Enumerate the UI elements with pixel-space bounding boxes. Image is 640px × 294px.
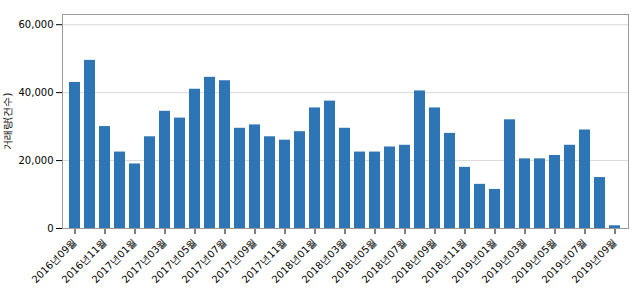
svg-text:2018년07월: 2018년07월 — [359, 236, 409, 286]
svg-text:2019년05월: 2019년05월 — [509, 236, 559, 286]
svg-text:2018년05월: 2018년05월 — [329, 236, 379, 286]
svg-text:2018년11월: 2018년11월 — [419, 236, 469, 286]
svg-text:20,000: 20,000 — [19, 155, 54, 166]
svg-text:2019년07월: 2019년07월 — [539, 236, 589, 286]
svg-text:2017년11월: 2017년11월 — [239, 236, 289, 286]
svg-text:2018년03월: 2018년03월 — [299, 236, 349, 286]
svg-text:2017년01월: 2017년01월 — [89, 236, 139, 286]
svg-text:2016년09월: 2016년09월 — [29, 236, 79, 286]
svg-text:2017년09월: 2017년09월 — [209, 236, 259, 286]
svg-text:2016년11월: 2016년11월 — [59, 236, 109, 286]
svg-text:2019년09월: 2019년09월 — [570, 236, 619, 285]
svg-text:60,000: 60,000 — [19, 19, 54, 30]
svg-text:2017년07월: 2017년07월 — [179, 236, 229, 286]
svg-text:2017년03월: 2017년03월 — [119, 236, 169, 286]
svg-text:2017년05월: 2017년05월 — [149, 236, 199, 286]
svg-text:2019년03월: 2019년03월 — [479, 236, 529, 286]
svg-text:40,000: 40,000 — [19, 87, 54, 98]
svg-text:2018년01월: 2018년01월 — [269, 236, 319, 286]
svg-text:2018년09월: 2018년09월 — [389, 236, 439, 286]
svg-text:2019년01월: 2019년01월 — [449, 236, 499, 286]
svg-text:0: 0 — [47, 223, 53, 234]
svg-text:거래량(건수): 거래량(건수) — [2, 93, 13, 151]
